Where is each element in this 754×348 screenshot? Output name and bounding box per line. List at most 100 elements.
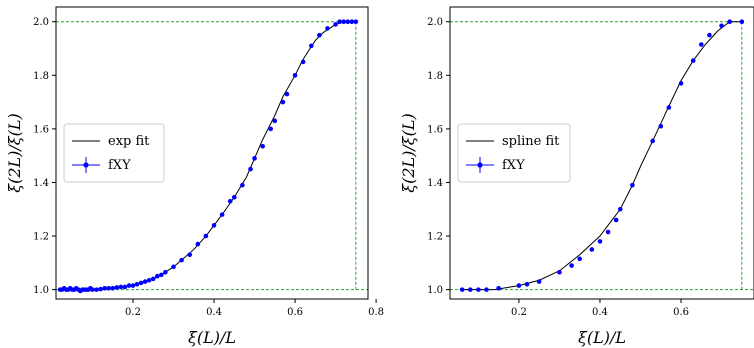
chart-0-data-point <box>187 252 193 258</box>
chart-1-data-point <box>666 105 672 110</box>
chart-1-legend-box <box>457 123 571 183</box>
chart-0-data-point <box>280 99 286 105</box>
chart-0-data-point <box>337 19 342 25</box>
chart-1-data-point <box>699 42 704 47</box>
chart-1-y-tick-label: 1.8 <box>427 71 443 82</box>
chart-1-data-point <box>613 217 619 223</box>
chart-1-x-tick-label: 0.6 <box>673 307 689 318</box>
chart-0-data-point <box>349 19 355 25</box>
chart-0-data-point <box>300 59 306 65</box>
chart-1-data-point <box>617 206 623 212</box>
chart-1-data-point <box>524 281 530 287</box>
chart-0-data-point <box>308 43 314 49</box>
chart-1-data-point <box>496 285 501 291</box>
chart-0-data-point <box>159 272 164 278</box>
chart-1-data-point <box>577 256 583 262</box>
chart-0-y-tick-label: 1.4 <box>33 178 49 189</box>
chart-1-data-point <box>557 269 562 275</box>
chart-0-data-point <box>252 156 257 161</box>
chart-0-legend-label: fXY <box>108 158 131 173</box>
chart-0-data-point <box>98 286 103 292</box>
chart-1-data-point <box>605 229 611 235</box>
chart-0-data-point <box>142 279 148 284</box>
chart-0-data-point <box>171 264 176 270</box>
chart-0-x-tick-label: 0.4 <box>206 307 222 318</box>
chart-1-data-point <box>459 287 465 292</box>
chart-0-x-axis-label: ξ(L)/L <box>188 328 236 347</box>
chart-1-series-fit-line <box>462 21 742 291</box>
chart-0-y-tick-label: 1.8 <box>33 71 49 82</box>
chart-0-legend-box <box>63 123 165 183</box>
chart-1-data-point <box>727 19 732 25</box>
chart-1-data-point <box>597 239 603 244</box>
chart-1-legend-label: spline fit <box>502 134 560 149</box>
chart-0-x-tick-label: 0.2 <box>125 307 141 318</box>
chart-panel-exp-fit: 0.2 0.4 0.6 0.8 1.0 1.2 1.4 1.6 1.8 2.0 ξ(L)/L ξ(2L… <box>5 6 384 347</box>
chart-0-data-point <box>146 277 152 283</box>
chart-0-legend-label: exp fit <box>108 134 150 149</box>
chart-1-axes-frame <box>449 6 754 300</box>
chart-1-y-axis-label: ξ(2L)/ξ(L) <box>399 113 418 192</box>
chart-0-data-point <box>325 26 330 31</box>
chart-0-data-point <box>231 194 237 200</box>
chart-1-legend: spline fit fXY <box>457 123 571 183</box>
chart-1-data-point <box>467 287 473 292</box>
chart-1-data-point <box>739 19 745 25</box>
chart-1-x-axis-label: ξ(L)/L <box>578 328 626 347</box>
chart-1-y-tick-label: 1.6 <box>427 124 443 135</box>
chart-1-data-point <box>630 182 635 188</box>
chart-0-data-point <box>284 91 290 97</box>
chart-1-data-point <box>476 287 481 292</box>
chart-0-data-point <box>240 182 245 188</box>
chart-0-data-point <box>248 166 253 172</box>
chart-0-data-point <box>317 32 322 38</box>
chart-0-data-point <box>110 285 116 291</box>
chart-0-x-tick-label: 0.6 <box>287 307 303 318</box>
chart-0-data-point <box>179 257 184 263</box>
chart-0-data-point <box>94 287 99 292</box>
chart-0-legend: exp fit fXY <box>63 123 165 183</box>
chart-1-data-point <box>484 287 489 292</box>
chart-0-data-point <box>118 284 124 290</box>
chart-0-data-point <box>106 285 111 291</box>
chart-1-data-point <box>678 81 684 86</box>
chart-1-data-point <box>516 283 522 288</box>
chart-0-y-axis-label: ξ(2L)/ξ(L) <box>5 113 24 192</box>
chart-0-y-tick-label: 1.6 <box>33 124 49 135</box>
chart-0-data-point <box>138 280 144 286</box>
chart-0-data-point <box>90 287 95 292</box>
chart-0-data-point <box>211 223 217 228</box>
chart-0-data-point <box>345 19 351 25</box>
chart-0-y-tick-label: 1.0 <box>33 285 49 296</box>
chart-1-data-point <box>690 58 696 63</box>
chart-0-y-tick-label: 1.2 <box>33 232 49 243</box>
chart-0-data-point <box>219 212 225 217</box>
chart-1-data-point <box>707 32 712 38</box>
chart-1-y-tick-label: 1.4 <box>427 178 443 189</box>
chart-1-data-point <box>650 138 655 144</box>
chart-1-data-point <box>589 247 595 252</box>
chart-0-data-point <box>292 73 298 78</box>
chart-0-data-point <box>114 285 120 290</box>
chart-1-y-tick-label: 2.0 <box>427 17 443 28</box>
chart-0-x-tick-label: 0.8 <box>368 307 384 318</box>
chart-0-data-point <box>126 283 132 288</box>
chart-panel-spline-fit: 0.20.40.60.81.01.21.41.61.82.0ξ(L)/Lξ(2L… <box>399 6 754 347</box>
chart-0-data-point <box>130 283 136 288</box>
chart-0-data-point <box>195 241 201 247</box>
chart-1-x-tick-label: 0.2 <box>511 307 527 318</box>
chart-0-data-point <box>272 118 278 124</box>
chart-0-data-point <box>333 22 338 27</box>
chart-0-data-point <box>122 284 128 290</box>
chart-0-data-point <box>150 276 156 282</box>
chart-0-data-point <box>227 198 233 204</box>
chart-0-data-point <box>353 19 359 25</box>
chart-0-data-point <box>268 126 274 132</box>
chart-0-data-point <box>260 144 265 149</box>
chart-1-data-point <box>536 279 542 284</box>
chart-0-y-tick-label: 2.0 <box>33 17 49 28</box>
chart-1-legend-marker-swatch <box>477 162 483 168</box>
chart-1-legend-label: fXY <box>502 158 525 173</box>
chart-1-y-tick-label: 1.2 <box>427 232 443 243</box>
